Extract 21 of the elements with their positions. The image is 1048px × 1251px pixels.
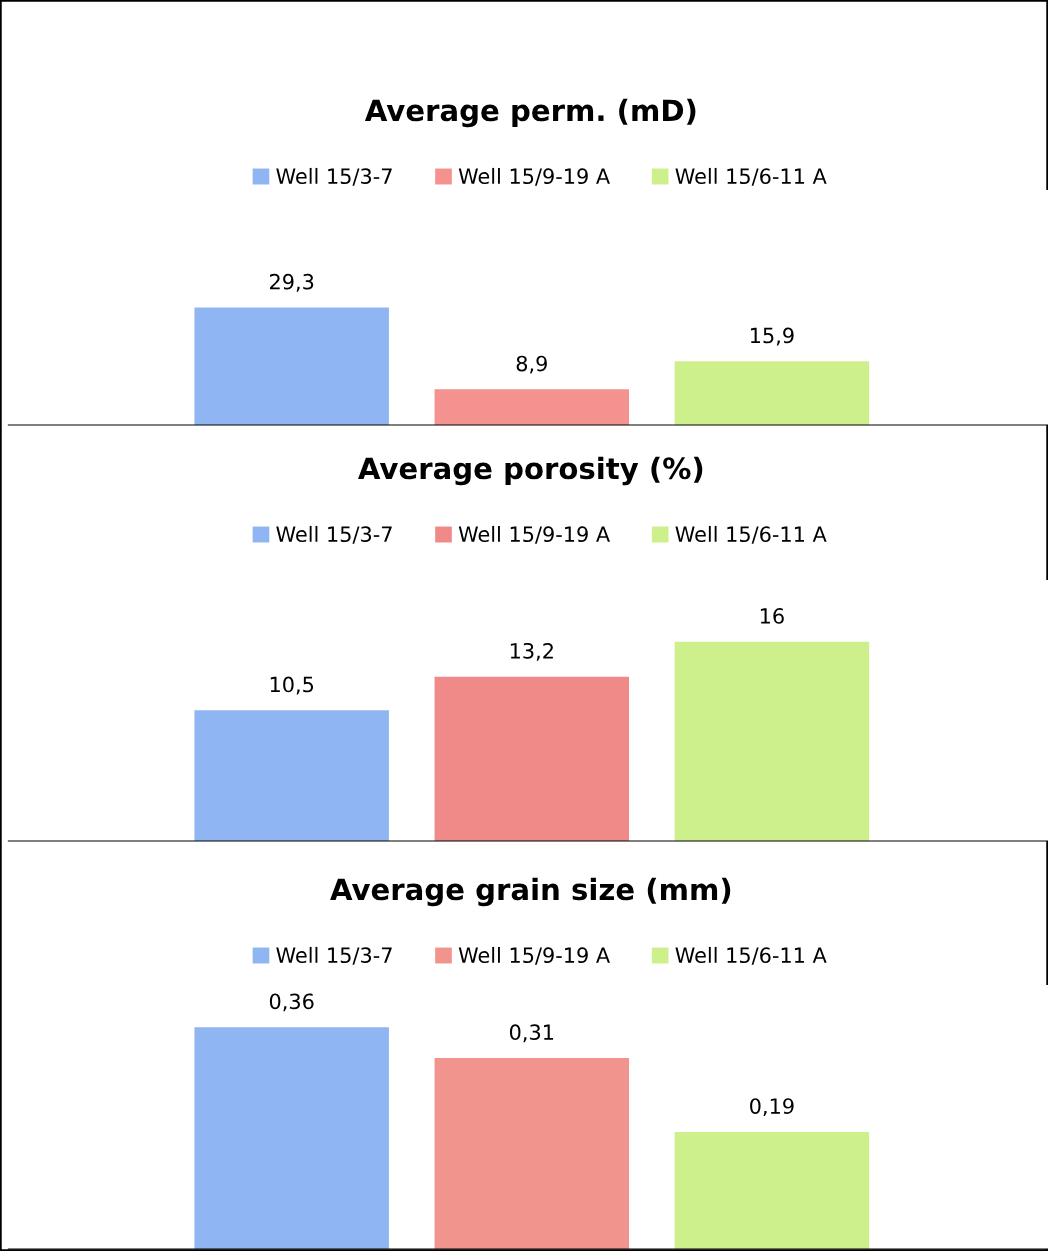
legend-label: Well 15/3-7	[276, 167, 392, 186]
data-label: 10,5	[270, 676, 314, 695]
chart-title: Average porosity (%)	[358, 456, 703, 486]
legend-label: Well 15/3-7	[276, 525, 392, 544]
data-label: 13,2	[510, 642, 553, 661]
legend-label: Well 15/9-19 A	[458, 525, 610, 544]
legend-label: Well 15/9-19 A	[458, 167, 610, 186]
legend-label: Well 15/3-7	[276, 946, 392, 965]
data-label: 15,9	[750, 327, 794, 346]
data-label: 29,3	[270, 273, 314, 292]
chart-title: Average perm. (mD)	[364, 98, 696, 128]
legend-label: Well 15/9-19 A	[458, 946, 610, 965]
data-label: 0,36	[269, 993, 314, 1012]
legend-label: Well 15/6-11 A	[675, 525, 827, 544]
data-label: 0,31	[509, 1024, 554, 1043]
legend-label: Well 15/6-11 A	[675, 167, 827, 186]
chart-title: Average grain size (mm)	[330, 877, 731, 907]
data-label: 16	[760, 608, 784, 624]
legend-label: Well 15/6-11 A	[675, 946, 827, 965]
data-label: 0,19	[750, 1098, 794, 1117]
data-label: 8,9	[516, 355, 547, 374]
